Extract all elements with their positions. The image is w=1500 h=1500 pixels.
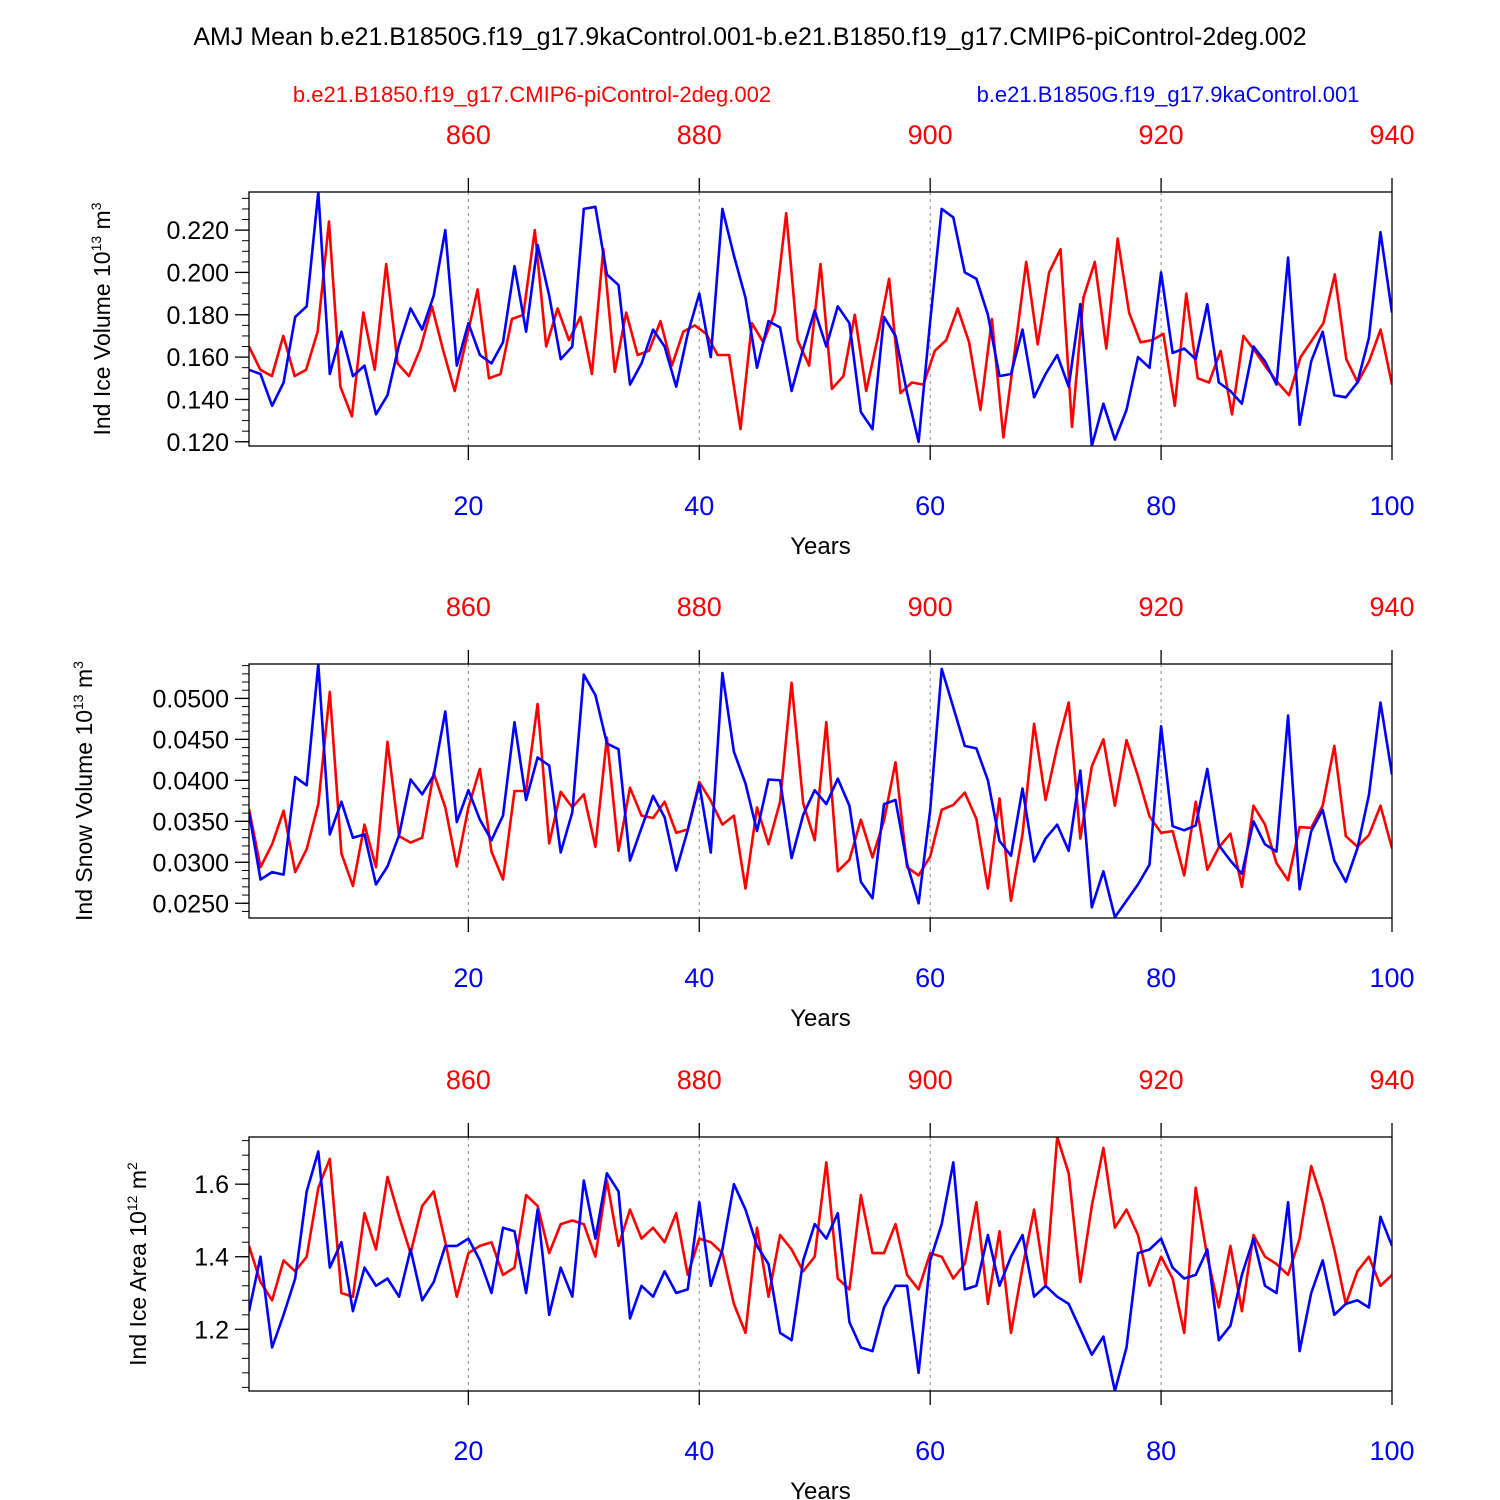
x-bottom-tick-label: 80 (1146, 1436, 1176, 1466)
y-tick-label: 1.2 (194, 1316, 229, 1344)
x-bottom-tick-label: 60 (915, 1436, 945, 1466)
x-bottom-tick-label: 100 (1369, 963, 1414, 993)
panels: 0.120 0.140 0.160 0.180 0.200 0.220 20 40 60 80 10… (70, 120, 1415, 1500)
x-top-tick-label: 920 (1139, 1065, 1184, 1095)
x-top-tick-label: 860 (446, 1065, 491, 1095)
x-top-tick-label: 940 (1369, 1065, 1414, 1095)
plot-frame (248, 1136, 1393, 1392)
series-line-blue (249, 192, 1392, 446)
y-axis-label-unit: m (89, 210, 115, 236)
y-tick-label: 0.0500 (153, 685, 229, 713)
y-axis-label: Ind Ice Area 1012 m2 (124, 1162, 151, 1366)
y-tick-label: 0.0300 (153, 849, 229, 877)
x-bottom-tick-label: 20 (453, 963, 483, 993)
x-bottom-tick-label: 60 (915, 491, 945, 521)
y-axis-label-unit-exponent: 3 (88, 202, 104, 210)
x-bottom-tick-label: 100 (1369, 491, 1414, 521)
x-top-tick-label: 900 (908, 120, 953, 150)
x-top-tick-label: 900 (908, 1065, 953, 1095)
x-bottom-tick-label: 60 (915, 963, 945, 993)
y-tick-label: 1.4 (194, 1244, 229, 1272)
y-tick-label: 0.220 (166, 217, 229, 245)
legend-red-series: b.e21.B1850.f19_g17.CMIP6-piControl-2deg… (293, 82, 771, 107)
y-tick-label: 0.0400 (153, 767, 229, 795)
x-top-tick-label: 940 (1369, 592, 1414, 622)
legend-blue-series: b.e21.B1850G.f19_g17.9kaControl.001 (977, 82, 1360, 107)
y-axis-label: Ind Ice Volume 1013 m3 (88, 202, 115, 435)
x-bottom-tick-label: 20 (453, 1436, 483, 1466)
x-top-tick-label: 940 (1369, 120, 1414, 150)
chart-panel-3: 1.2 1.4 1.6 20 40 60 80 100 860 880 900 920 940 Years… (124, 1065, 1415, 1500)
x-bottom-tick-label: 20 (453, 491, 483, 521)
x-top-tick-label: 920 (1139, 592, 1184, 622)
x-top-tick-label: 880 (677, 592, 722, 622)
y-axis-label-exponent: 13 (88, 236, 104, 252)
chart-title: AMJ Mean b.e21.B1850G.f19_g17.9kaControl… (193, 23, 1306, 51)
y-axis-label-main: Ind Ice Area 10 (125, 1211, 151, 1366)
x-bottom-tick-label: 80 (1146, 963, 1176, 993)
series-line-blue (249, 664, 1392, 918)
y-tick-label: 0.0450 (153, 726, 229, 754)
x-bottom-tick-label: 80 (1146, 491, 1176, 521)
y-axis-label-unit: m (125, 1170, 151, 1196)
y-axis-label-exponent: 13 (70, 694, 86, 710)
y-axis-label-unit: m (71, 669, 97, 695)
y-tick-label: 0.160 (166, 344, 229, 372)
y-axis-label-main: Ind Ice Volume 10 (89, 251, 115, 435)
y-tick-label: 0.200 (166, 259, 229, 287)
x-top-tick-label: 880 (677, 120, 722, 150)
plot-frame (248, 663, 1393, 919)
series-line-blue (249, 1150, 1392, 1391)
y-axis-label-unit-exponent: 3 (70, 661, 86, 669)
x-top-tick-label: 860 (446, 120, 491, 150)
y-axis-label-main: Ind Snow Volume 10 (71, 710, 97, 921)
x-bottom-tick-label: 100 (1369, 1436, 1414, 1466)
x-axis-label: Years (790, 533, 851, 560)
chart-panel-1: 0.120 0.140 0.160 0.180 0.200 0.220 20 40 60 80 10… (88, 120, 1415, 560)
y-tick-label: 1.6 (194, 1171, 229, 1199)
y-tick-label: 0.140 (166, 386, 229, 414)
plot-frame (248, 191, 1393, 447)
x-bottom-tick-label: 40 (684, 963, 714, 993)
x-axis-label: Years (790, 1005, 851, 1032)
series-line-red (249, 211, 1392, 439)
y-axis-label-exponent: 12 (124, 1195, 140, 1211)
series-line-red (249, 681, 1392, 903)
x-top-tick-label: 860 (446, 592, 491, 622)
y-tick-label: 0.120 (166, 429, 229, 457)
series-line-red (249, 1137, 1392, 1335)
y-axis-label-unit-exponent: 2 (124, 1162, 140, 1170)
x-top-tick-label: 880 (677, 1065, 722, 1095)
x-axis-label: Years (790, 1478, 851, 1500)
y-axis-label: Ind Snow Volume 1013 m3 (70, 661, 97, 921)
x-bottom-tick-label: 40 (684, 1436, 714, 1466)
y-tick-label: 0.0350 (153, 808, 229, 836)
x-bottom-tick-label: 40 (684, 491, 714, 521)
chart-panel-2: 0.0250 0.0300 0.0350 0.0400 0.0450 0.0500 20 40… (70, 592, 1415, 1032)
x-top-tick-label: 920 (1139, 120, 1184, 150)
y-tick-label: 0.0250 (153, 890, 229, 918)
x-top-tick-label: 900 (908, 592, 953, 622)
y-tick-label: 0.180 (166, 302, 229, 330)
